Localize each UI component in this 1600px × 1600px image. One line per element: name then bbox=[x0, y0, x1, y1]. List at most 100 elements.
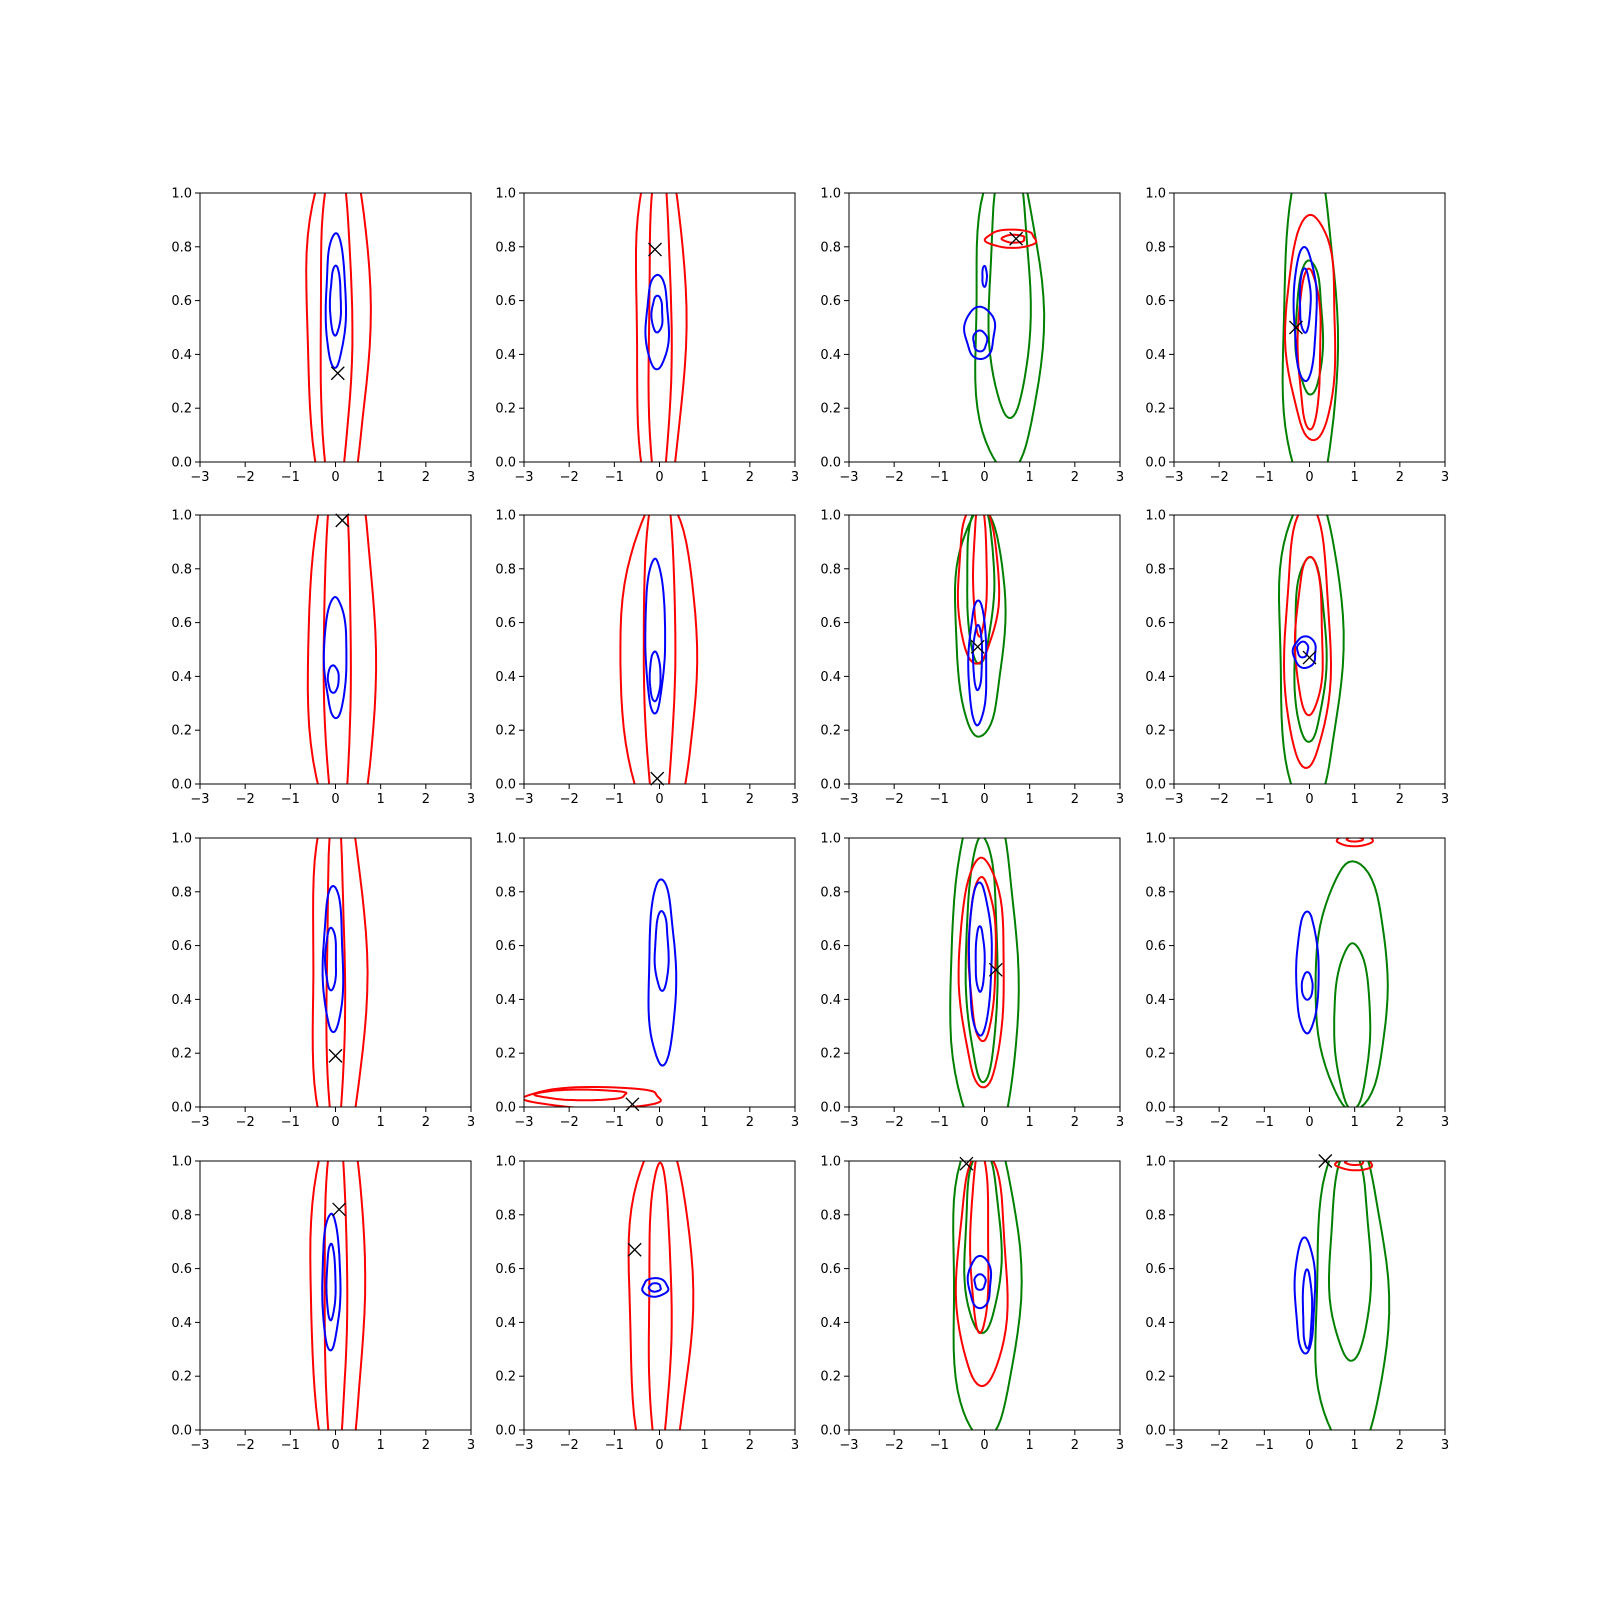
blue-contour-level-1 bbox=[981, 264, 988, 288]
blue-contour-level-2 bbox=[973, 1273, 987, 1291]
y-tick-label: 1.0 bbox=[171, 832, 192, 847]
x-marker-stroke bbox=[650, 771, 665, 786]
x-tick-label: 3 bbox=[791, 1438, 799, 1453]
x-marker-stroke bbox=[328, 1048, 343, 1063]
red-contour-level-2 bbox=[323, 1161, 349, 1430]
x-marker bbox=[1009, 231, 1024, 246]
x-tick-label: −1 bbox=[930, 1115, 949, 1130]
y-tick-label: 0.6 bbox=[820, 616, 841, 631]
blue-contour-level-1 bbox=[324, 232, 347, 369]
panel-r2-c2: −3 −2 −1 0 1 2 3 0.0 0.2 0.4 0.6 0.8 1.0 bbox=[820, 832, 1124, 1131]
blue-contour-level-1 bbox=[1293, 1236, 1317, 1355]
panel-r1-c1: −3 −2 −1 0 1 2 3 0.0 0.2 0.4 0.6 0.8 1.0 bbox=[495, 509, 799, 808]
y-tick-label: 0.0 bbox=[820, 1424, 841, 1439]
y-tick-label: 0.6 bbox=[1145, 939, 1166, 954]
x-tick-label: 0 bbox=[331, 470, 339, 485]
x-tick-label: −1 bbox=[1255, 792, 1274, 807]
x-marker bbox=[1302, 650, 1317, 665]
y-tick-label: 0.8 bbox=[1145, 1208, 1166, 1223]
blue-contour-level-2 bbox=[647, 1282, 662, 1293]
y-tick-label: 0.4 bbox=[171, 993, 192, 1008]
y-tick-label: 0.2 bbox=[171, 724, 192, 739]
panel-r3-c1: −3 −2 −1 0 1 2 3 0.0 0.2 0.4 0.6 0.8 1.0 bbox=[495, 1155, 799, 1454]
y-tick-label: 0.2 bbox=[171, 1047, 192, 1062]
x-tick-label: −3 bbox=[514, 792, 533, 807]
green-contour-level-1 bbox=[1314, 1161, 1391, 1430]
y-tick-label: 0.2 bbox=[820, 1370, 841, 1385]
red-contour-level-2 bbox=[1345, 838, 1364, 843]
red-contour-level-1 bbox=[957, 856, 1005, 1089]
y-tick-label: 1.0 bbox=[1145, 832, 1166, 847]
x-tick-label: 0 bbox=[1305, 470, 1313, 485]
y-tick-label: 0.2 bbox=[495, 402, 516, 417]
y-tick-label: 0.6 bbox=[171, 616, 192, 631]
y-tick-label: 0.2 bbox=[495, 1047, 516, 1062]
x-tick-label: 3 bbox=[1116, 470, 1124, 485]
x-tick-label: −3 bbox=[190, 1115, 209, 1130]
blue-contour-level-1 bbox=[963, 305, 997, 360]
y-tick-label: 0.2 bbox=[1145, 724, 1166, 739]
x-marker-stroke bbox=[970, 639, 985, 654]
x-marker bbox=[970, 639, 985, 654]
x-tick-label: −3 bbox=[839, 1115, 858, 1130]
x-tick-label: 1 bbox=[377, 1438, 385, 1453]
y-tick-label: 0.4 bbox=[820, 348, 841, 363]
y-tick-label: 0.4 bbox=[820, 1316, 841, 1331]
x-tick-label: 3 bbox=[1116, 1115, 1124, 1130]
x-tick-label: 2 bbox=[1071, 1115, 1079, 1130]
blue-contour-level-2 bbox=[653, 910, 670, 992]
contour-group bbox=[306, 515, 378, 784]
x-tick-label: 1 bbox=[1351, 1115, 1359, 1130]
x-tick-label: 1 bbox=[701, 470, 709, 485]
x-tick-label: −2 bbox=[1210, 1438, 1229, 1453]
x-tick-label: 0 bbox=[980, 1115, 988, 1130]
y-tick-label: 0.0 bbox=[171, 778, 192, 793]
y-tick-label: 1.0 bbox=[171, 187, 192, 202]
y-tick-label: 0.8 bbox=[1145, 885, 1166, 900]
x-tick-label: −1 bbox=[1255, 470, 1274, 485]
y-tick-label: 0.4 bbox=[495, 348, 516, 363]
red-contour-level-2 bbox=[1343, 1161, 1365, 1166]
y-tick-label: 0.4 bbox=[1145, 1316, 1166, 1331]
blue-contour-level-2 bbox=[328, 264, 342, 337]
red-contour-level-2 bbox=[972, 515, 988, 638]
blue-contour-level-1 bbox=[1291, 635, 1317, 669]
y-tick-label: 1.0 bbox=[820, 832, 841, 847]
y-tick-label: 0.6 bbox=[1145, 616, 1166, 631]
red-contour-level-1 bbox=[1284, 213, 1337, 442]
x-tick-label: −2 bbox=[236, 792, 255, 807]
y-tick-label: 0.2 bbox=[495, 724, 516, 739]
contour-group bbox=[635, 193, 688, 462]
y-tick-label: 0.6 bbox=[820, 294, 841, 309]
x-tick-label: 1 bbox=[1026, 1438, 1034, 1453]
blue-contour-level-1 bbox=[321, 1212, 342, 1352]
x-tick-label: −3 bbox=[1164, 470, 1183, 485]
x-marker-stroke bbox=[625, 1097, 640, 1112]
x-tick-label: −1 bbox=[281, 1115, 300, 1130]
panel-r0-c1: −3 −2 −1 0 1 2 3 0.0 0.2 0.4 0.6 0.8 1.0 bbox=[495, 187, 799, 486]
y-tick-label: 0.4 bbox=[820, 993, 841, 1008]
x-tick-label: 0 bbox=[331, 792, 339, 807]
y-tick-label: 0.6 bbox=[495, 616, 516, 631]
y-tick-label: 0.2 bbox=[820, 402, 841, 417]
red-contour-level-1 bbox=[524, 1086, 662, 1107]
x-marker bbox=[650, 771, 665, 786]
panel-r2-c1: −3 −2 −1 0 1 2 3 0.0 0.2 0.4 0.6 0.8 1.0 bbox=[495, 832, 799, 1131]
y-tick-label: 0.8 bbox=[171, 1208, 192, 1223]
x-tick-label: −2 bbox=[560, 470, 579, 485]
panel-r0-c0: −3 −2 −1 0 1 2 3 0.0 0.2 0.4 0.6 0.8 1.0 bbox=[171, 187, 475, 486]
y-tick-label: 1.0 bbox=[171, 1155, 192, 1170]
x-tick-label: 3 bbox=[1441, 792, 1449, 807]
blue-contour-level-2 bbox=[648, 650, 662, 703]
red-contour-level-1 bbox=[1334, 1161, 1374, 1172]
panel-r3-c3: −3 −2 −1 0 1 2 3 0.0 0.2 0.4 0.6 0.8 1.0 bbox=[1145, 1154, 1449, 1453]
y-tick-label: 0.4 bbox=[171, 670, 192, 685]
x-tick-label: −3 bbox=[1164, 792, 1183, 807]
x-tick-label: −3 bbox=[839, 1438, 858, 1453]
x-tick-label: 0 bbox=[655, 470, 663, 485]
x-marker bbox=[625, 1097, 640, 1112]
x-tick-label: 1 bbox=[377, 470, 385, 485]
x-marker bbox=[330, 366, 345, 381]
red-contour-level-2 bbox=[319, 193, 354, 462]
y-tick-label: 0.4 bbox=[1145, 670, 1166, 685]
